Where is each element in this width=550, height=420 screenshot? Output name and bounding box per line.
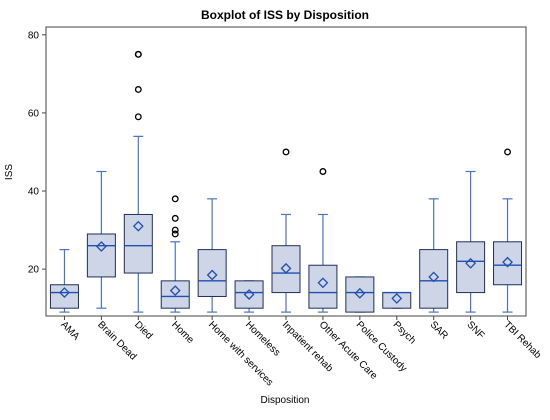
box-brain-dead	[86, 170, 116, 309]
box-snf	[456, 170, 486, 313]
mean-marker	[169, 285, 181, 297]
x-tick-label: Home with services	[206, 319, 275, 388]
mean-marker	[465, 257, 477, 269]
x-tick-label: SNF	[464, 319, 486, 341]
y-tick-label: 40	[28, 187, 40, 198]
outlier-point	[171, 226, 179, 234]
y-axis: 20 40 60 80	[28, 30, 46, 276]
x-tick-label: Psych	[391, 319, 418, 346]
outlier-point	[171, 214, 179, 222]
boxes-group	[49, 50, 523, 313]
box-iqr	[493, 241, 523, 286]
outlier-point	[171, 195, 179, 203]
box-iqr	[345, 276, 375, 313]
box-home-with-services	[197, 198, 227, 313]
x-tick-label: Homeless	[243, 319, 282, 358]
mean-marker	[95, 241, 107, 252]
x-tick-label: Died	[132, 319, 154, 341]
outlier-point	[319, 168, 327, 175]
outlier-point	[134, 50, 142, 58]
mean-marker	[391, 293, 403, 304]
box-tbi-rehab	[493, 148, 523, 313]
outlier-point	[134, 113, 142, 121]
y-tick-label: 20	[28, 265, 40, 276]
box-iqr	[419, 249, 449, 309]
mean-marker	[354, 287, 366, 299]
box-ama	[49, 249, 79, 313]
box-iqr	[234, 280, 264, 309]
outlier-point	[282, 148, 290, 156]
x-tick-label: AMA	[58, 319, 81, 342]
chart-title: Boxplot of ISS by Disposition	[201, 8, 369, 22]
mean-marker	[206, 269, 218, 281]
outlier-point	[134, 86, 142, 93]
box-sar	[419, 198, 449, 313]
x-tick-label: Home	[169, 319, 196, 346]
y-tick-label: 80	[28, 30, 40, 41]
box-homeless	[234, 280, 264, 313]
box-home	[160, 195, 190, 313]
y-tick-label: 60	[28, 108, 40, 119]
box-died	[123, 50, 153, 313]
box-psych	[382, 291, 412, 309]
mean-marker	[132, 220, 144, 232]
box-iqr	[197, 249, 227, 297]
y-axis-label: ISS	[4, 164, 15, 180]
x-tick-label: TBI Rehab	[501, 319, 543, 361]
outlier-point	[171, 230, 179, 238]
x-tick-label: SAR	[428, 319, 450, 341]
box-iqr	[123, 213, 153, 274]
mean-marker	[59, 287, 70, 298]
x-axis-label: Disposition	[261, 395, 310, 406]
mean-marker	[243, 289, 255, 300]
mean-marker	[280, 262, 292, 274]
box-iqr	[271, 245, 301, 294]
box-iqr	[86, 233, 116, 278]
box-police-custody	[345, 276, 375, 313]
box-inpatient-rehab	[271, 148, 301, 313]
x-tick-label: Brain Dead	[95, 319, 138, 362]
mean-marker	[428, 271, 440, 283]
mean-marker	[502, 256, 513, 268]
outlier-point	[504, 148, 511, 156]
box-other-acute-care	[308, 168, 338, 313]
box-iqr	[382, 292, 412, 309]
mean-marker	[317, 277, 329, 289]
